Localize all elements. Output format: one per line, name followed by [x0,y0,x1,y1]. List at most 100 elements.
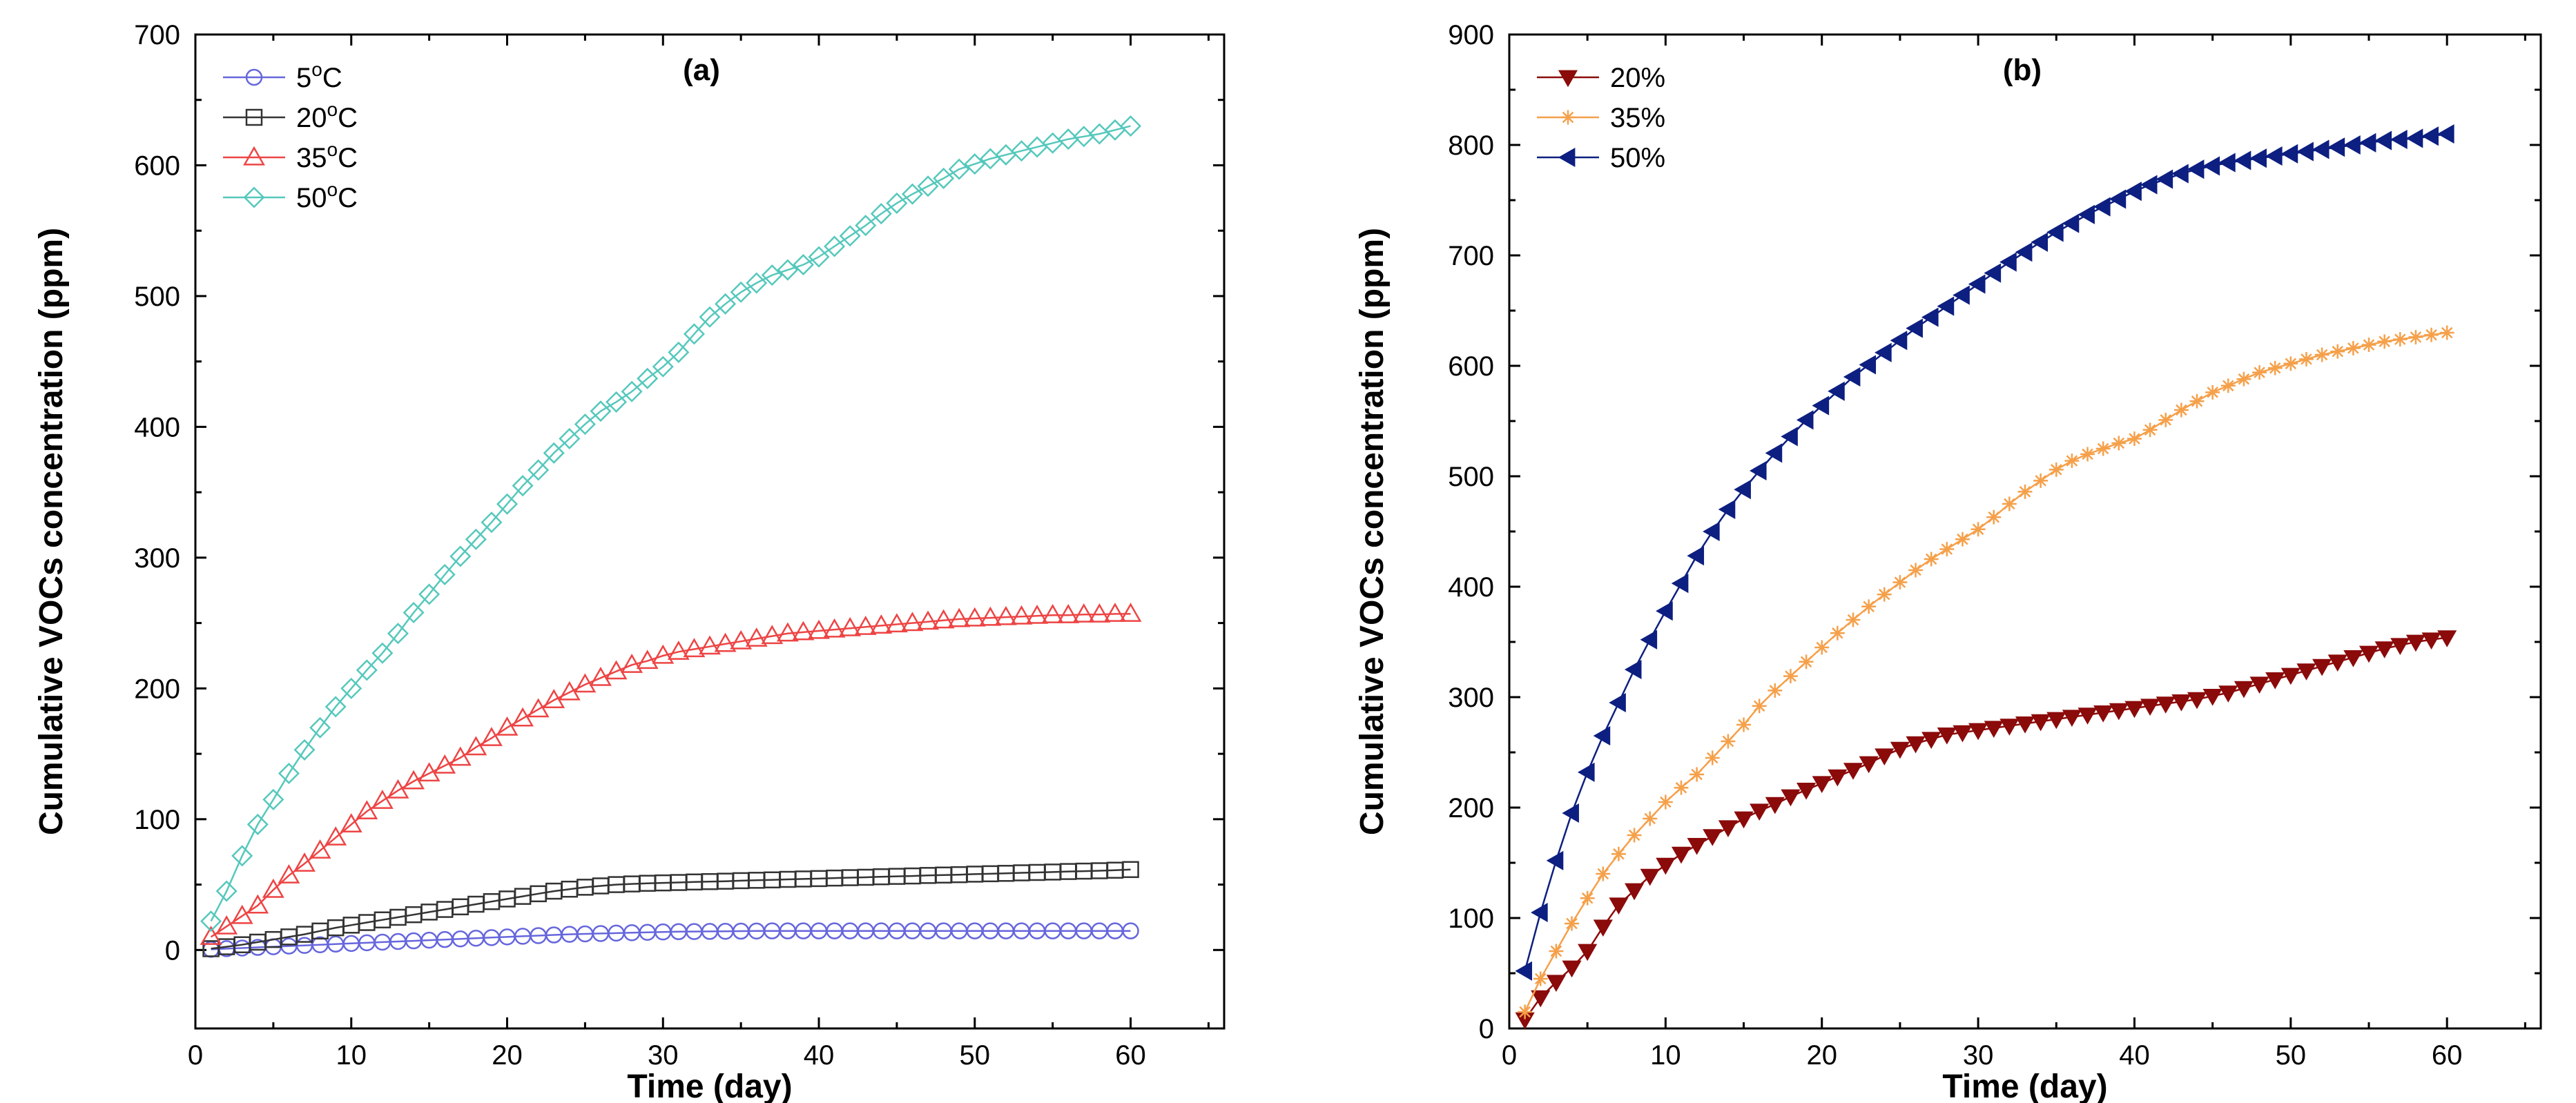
data-point [356,659,378,681]
data-point [667,641,690,660]
data-point [1859,355,1877,375]
data-point [2171,694,2191,712]
data-point [652,355,674,378]
data-point [2234,681,2254,699]
data-point [2031,714,2051,732]
data-point [1937,296,1955,316]
data-point [855,215,877,237]
data-point [1781,789,1801,807]
data-point [1828,769,1848,787]
data-point [2031,232,2049,252]
data-point [1718,820,1738,838]
data-point [2109,189,2127,209]
data-point [886,192,908,214]
data-point [1750,803,1770,821]
data-point [1906,318,1923,338]
data-point [1625,883,1645,901]
data-point [246,894,269,914]
data-point [1072,603,1095,623]
data-point [1906,736,1926,754]
data-point [512,475,534,497]
data-point [683,323,705,345]
data-point [637,367,659,389]
legend-label: 50% [1610,143,1665,173]
data-point [1104,603,1126,622]
y-tick-label: 300 [134,543,180,574]
data-point [2327,654,2347,672]
x-axis-title: Time (day) [1942,1068,2107,1103]
data-point [1611,846,1626,861]
data-point [1939,542,1955,557]
data-point [2080,447,2095,462]
data-point [527,459,550,481]
data-point [2405,128,2423,148]
data-point [1609,692,1626,713]
data-point [2312,139,2330,159]
x-tick-label: 30 [1963,1040,1994,1071]
data-point [1565,916,1579,931]
y-tick-label: 100 [1448,904,1494,934]
data-point [933,167,955,189]
data-point [714,632,737,652]
data-point [2111,436,2127,451]
legend-marker [245,108,263,126]
data-point [1890,331,1908,351]
data-point [1593,725,1611,746]
data-point [543,689,565,708]
data-point [2377,334,2392,349]
data-point [2015,716,2035,734]
data-point [200,910,222,933]
data-point [621,380,643,402]
data-point [2343,135,2361,155]
data-point [1580,890,1595,906]
data-point [1515,961,1533,981]
data-point [1796,410,1814,430]
data-point [1122,922,1139,939]
data-point [730,629,753,650]
legend-marker [1558,70,1578,88]
data-point [1890,741,1910,759]
data-point [2345,340,2361,355]
data-point [2017,484,2033,499]
y-tick-label: 900 [1448,20,1494,50]
data-point [1546,975,1566,993]
legend-label: 20% [1610,63,1665,93]
data-point [1968,274,1986,294]
data-point [1877,587,1892,602]
data-point [901,183,924,205]
data-point [699,306,721,328]
data-point [2296,663,2316,681]
data-point [543,442,565,464]
data-point [730,281,752,303]
data-point [2049,462,2064,477]
plot-frame [194,33,1226,1030]
data-point [761,625,784,645]
y-tick-label: 400 [134,412,180,442]
y-tick-label: 600 [134,150,180,181]
data-point [2424,327,2439,342]
data-point [2374,130,2392,150]
panel-label: (b) [2003,53,2042,87]
legend-label: 35% [1610,103,1665,133]
data-point [1859,756,1879,774]
y-axis-title: Cumulative VOCs concentration (ppm) [33,228,70,835]
data-point [1689,767,1705,782]
data-point [1562,960,1582,978]
series-1 [202,861,1139,957]
data-point [2127,431,2142,447]
data-point [2359,133,2376,153]
data-point [2109,703,2129,721]
data-point [1999,252,2017,272]
data-point [2189,393,2205,409]
data-point [590,666,612,686]
data-point [932,609,955,629]
data-point [449,746,472,766]
data-point [1705,750,1720,765]
x-tick-label: 40 [804,1040,835,1071]
data-point [2421,126,2439,146]
y-tick-label: 100 [134,805,180,835]
y-tick-label: 500 [134,282,180,312]
data-point [808,619,830,639]
data-point [2439,325,2454,340]
